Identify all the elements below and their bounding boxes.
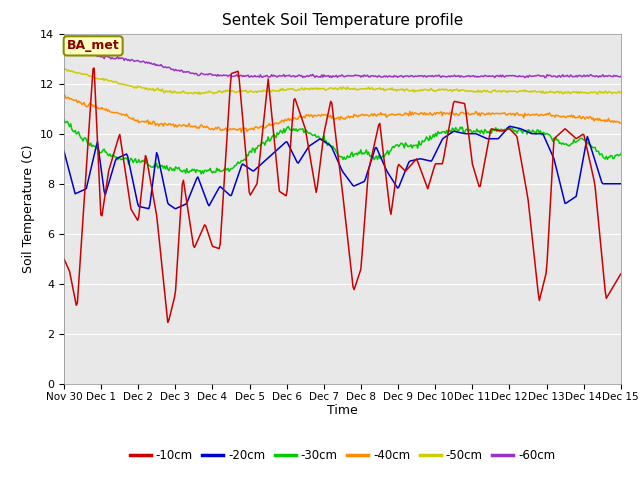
Title: Sentek Soil Temperature profile: Sentek Soil Temperature profile xyxy=(222,13,463,28)
Legend: -10cm, -20cm, -30cm, -40cm, -50cm, -60cm: -10cm, -20cm, -30cm, -40cm, -50cm, -60cm xyxy=(125,444,560,467)
Text: BA_met: BA_met xyxy=(67,39,120,52)
Y-axis label: Soil Temperature (C): Soil Temperature (C) xyxy=(22,144,35,273)
X-axis label: Time: Time xyxy=(327,405,358,418)
